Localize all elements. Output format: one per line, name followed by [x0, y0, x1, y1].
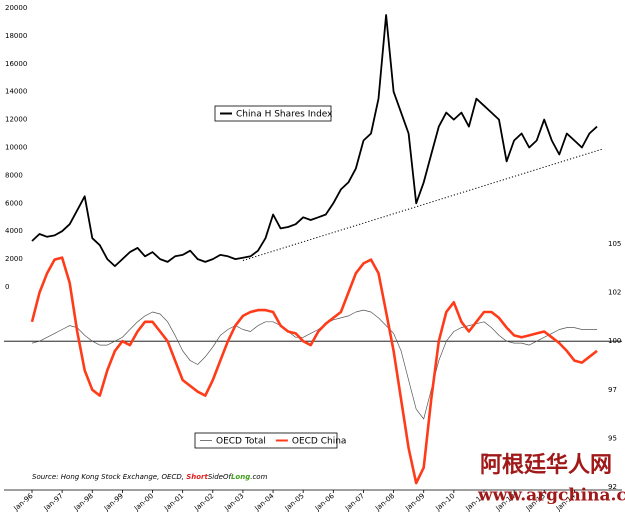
y2-tick-label: 97 [608, 386, 617, 394]
x-tick-label: Jan-96 [12, 492, 35, 513]
x-tick-label: Jan-99 [102, 492, 125, 513]
y-tick-label: 18000 [5, 32, 27, 40]
y-tick-label: 8000 [5, 171, 23, 179]
x-tick-label: Jan-00 [132, 492, 155, 513]
y-tick-label: 0 [5, 283, 9, 291]
y-tick-label: 14000 [5, 88, 27, 96]
x-tick-label: Jan-07 [343, 492, 366, 513]
x-tick-label: Jan-05 [283, 492, 306, 513]
legend-label: OECD Total [216, 437, 266, 447]
legend: OECD Total OECD China [194, 432, 347, 449]
y-tick-label: 12000 [5, 116, 27, 124]
source-brand: Long [231, 473, 250, 481]
series-line [31, 14, 598, 267]
series-line [30, 256, 598, 485]
y-tick-label: 4000 [5, 227, 23, 235]
source-brand: Short [186, 473, 208, 481]
legend-box [214, 105, 332, 122]
y2-tick-label: 95 [608, 434, 617, 442]
trendline [242, 148, 604, 261]
x-tick-label: Jan-03 [223, 492, 246, 513]
legend: China H Shares Index [214, 105, 333, 122]
y2-tick-label: 105 [608, 240, 621, 248]
source-text: Source: Hong Kong Stock Exchange, OECD, [32, 473, 186, 481]
y-tick-label: 16000 [5, 60, 27, 68]
x-tick-label: Jan-10 [433, 492, 456, 513]
legend-box [194, 432, 338, 449]
x-tick-label: Jan-06 [313, 492, 336, 513]
series-line [31, 309, 597, 420]
watermark: www.argchina.com [477, 486, 625, 506]
y-tick-label: 10000 [5, 144, 27, 152]
x-tick-label: Jan-02 [192, 492, 215, 513]
source-brand: SideOf [208, 473, 233, 481]
x-tick-label: Jan-97 [42, 492, 65, 513]
y2-tick-label: 92 [608, 483, 617, 491]
x-tick-label: Jan-01 [162, 492, 185, 513]
x-tick-label: Jan-98 [72, 492, 95, 513]
x-tick-label: Jan-08 [373, 492, 396, 513]
source-text: .com [250, 473, 267, 481]
y2-tick-label: 102 [608, 289, 621, 297]
y-tick-label: 20000 [5, 4, 27, 12]
watermark: 阿根廷华人网 [480, 452, 612, 478]
x-tick-label: Jan-04 [253, 492, 276, 513]
y-tick-label: 6000 [5, 199, 23, 207]
source-note: Source: Hong Kong Stock Exchange, OECD, … [32, 473, 268, 481]
legend-label: China H Shares Index [236, 110, 333, 120]
legend-label: OECD China [292, 437, 347, 447]
y-tick-label: 2000 [5, 255, 23, 263]
x-tick-label: Jan-09 [403, 492, 426, 513]
